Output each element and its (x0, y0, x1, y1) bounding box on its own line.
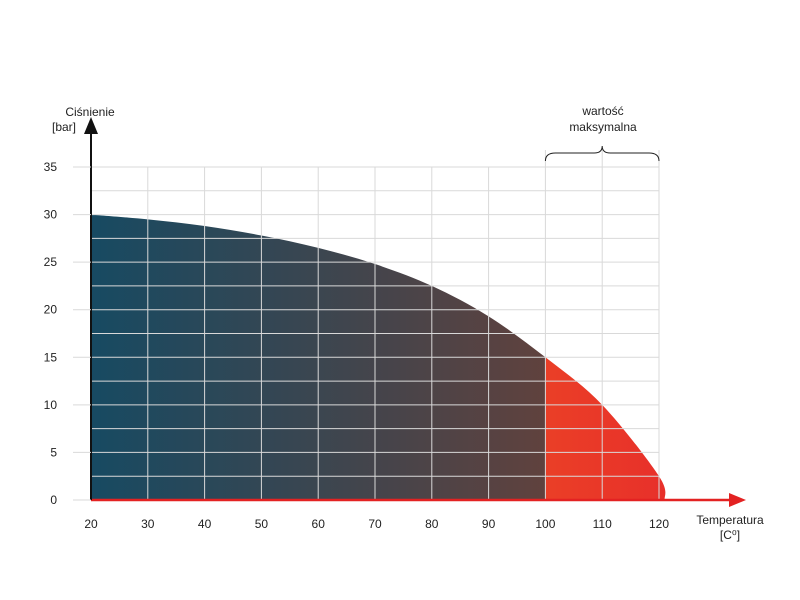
x-tick-label: 110 (593, 517, 612, 531)
x-tick-label: 100 (535, 517, 555, 531)
x-tick-label: 80 (425, 517, 439, 531)
x-axis-label-line2: [C⁰] (720, 528, 740, 542)
y-axis-label-line1: Ciśnienie (65, 105, 115, 119)
x-tick-label: 90 (482, 517, 496, 531)
y-tick-label: 15 (44, 350, 58, 364)
y-tick-label: 20 (44, 303, 58, 317)
x-tick-label: 120 (649, 517, 669, 531)
y-tick-label: 10 (44, 398, 58, 412)
annotation-label-line2: maksymalna (569, 120, 637, 134)
x-tick-label: 70 (368, 517, 382, 531)
y-tick-label: 5 (50, 445, 57, 459)
y-axis-arrow (84, 117, 98, 134)
y-tick-label: 30 (44, 208, 58, 222)
x-axis-arrow (729, 493, 746, 507)
x-tick-label: 50 (255, 517, 269, 531)
x-tick-label: 30 (141, 517, 155, 531)
y-axis-label-line2: [bar] (52, 120, 76, 134)
x-tick-label: 20 (84, 517, 98, 531)
x-axis-label-line1: Temperatura (696, 513, 764, 527)
x-tick-label: 60 (312, 517, 326, 531)
y-tick-label: 25 (44, 255, 58, 269)
annotation-label-line1: wartość (581, 104, 623, 118)
y-tick-label: 0 (50, 493, 57, 507)
y-tick-label: 35 (44, 160, 58, 174)
x-tick-label: 40 (198, 517, 212, 531)
